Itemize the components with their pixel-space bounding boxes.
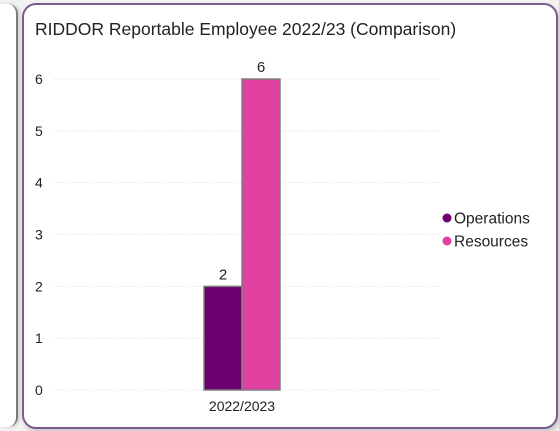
y-tick-label: 5	[35, 123, 43, 139]
legend-marker	[442, 236, 452, 246]
legend-marker	[442, 213, 452, 223]
y-tick-label: 4	[35, 175, 43, 191]
chart-card: RIDDOR Reportable Employee 2022/23 (Comp…	[22, 3, 558, 429]
y-tick-label: 3	[35, 227, 43, 243]
x-axis-ticks: 2022/2023	[209, 398, 275, 414]
y-tick-label: 1	[35, 330, 43, 346]
bar-resources	[241, 78, 281, 391]
legend-label: Resources	[454, 234, 528, 251]
y-tick-label: 2	[35, 278, 43, 294]
bars	[203, 78, 281, 391]
chart-title: RIDDOR Reportable Employee 2022/23 (Comp…	[35, 19, 456, 39]
data-label: 6	[257, 59, 265, 76]
legend: Operations Resources	[442, 211, 530, 251]
y-axis-ticks: 0 1 2 3 4 5 6	[35, 71, 43, 398]
y-tick-label: 0	[35, 382, 43, 398]
bar-operations	[203, 285, 243, 391]
y-tick-label: 6	[35, 71, 43, 87]
data-label: 2	[219, 266, 227, 283]
legend-label: Operations	[454, 211, 530, 228]
x-tick-label: 2022/2023	[209, 398, 275, 414]
data-labels: 26	[219, 59, 265, 283]
chart-svg: RIDDOR Reportable Employee 2022/23 (Comp…	[35, 19, 530, 414]
adjacent-panel-edge	[0, 4, 18, 427]
